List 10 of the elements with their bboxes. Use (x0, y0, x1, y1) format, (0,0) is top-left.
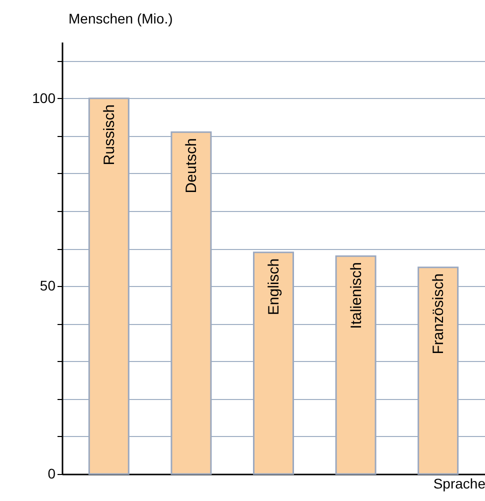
y-tick-label: 0 (48, 466, 56, 482)
y-tick-label: 50 (40, 278, 56, 294)
y-axis-title: Menschen (Mio.) (68, 10, 173, 26)
x-tick-label: Deutsch (183, 138, 200, 194)
x-axis-title: Sprache (433, 476, 485, 492)
x-tick-label: Englisch (266, 258, 282, 316)
x-tick-label: Russisch (100, 104, 118, 166)
y-tick-label: 100 (32, 90, 56, 106)
x-tick-label: Französisch (430, 273, 448, 354)
x-tick-label: Italienisch (348, 262, 365, 329)
